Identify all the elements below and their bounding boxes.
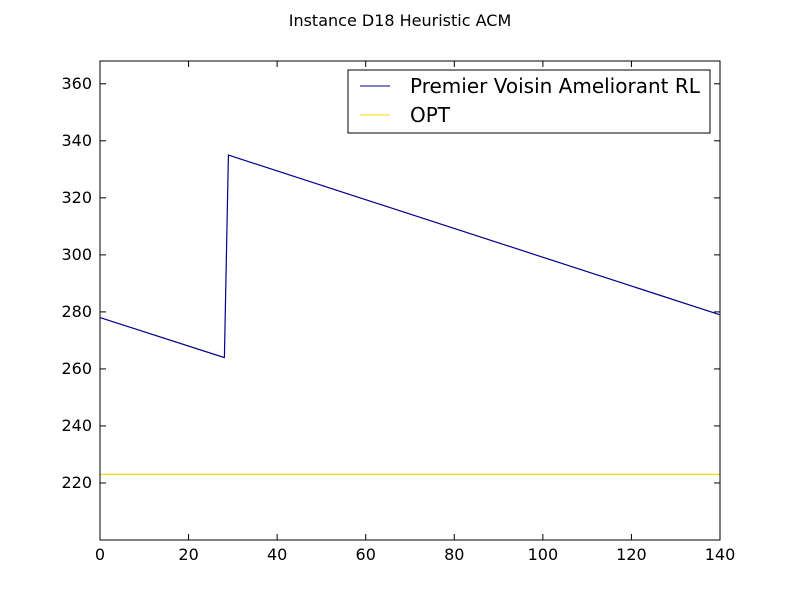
x-tick-label: 80	[444, 545, 464, 564]
y-tick-label: 340	[61, 131, 92, 150]
x-tick-label: 100	[528, 545, 559, 564]
ticks-layer: 0 20 40 60 80 100 120 140 220 240 260 280 300 320 340 3…	[61, 61, 735, 564]
y-tick-label: 300	[61, 245, 92, 264]
y-tick-label: 260	[61, 359, 92, 378]
x-tick-label: 0	[95, 545, 105, 564]
y-tick-label: 240	[61, 416, 92, 435]
y-tick-label: 220	[61, 473, 92, 492]
series-line-0	[99, 154, 721, 359]
x-tick-label: 120	[616, 545, 647, 564]
x-tick-label: 60	[356, 545, 376, 564]
chart-title: Instance D18 Heuristic ACM	[289, 11, 512, 30]
legend-box	[347, 69, 711, 134]
y-tick-label: 280	[61, 302, 92, 321]
x-tick-label: 40	[267, 545, 287, 564]
series-layer	[99, 154, 721, 475]
x-tick-label: 20	[178, 545, 198, 564]
x-tick-label: 140	[705, 545, 736, 564]
y-tick-label: 320	[61, 188, 92, 207]
y-tick-label: 360	[61, 74, 92, 93]
legend-label-1: OPT	[410, 103, 451, 127]
legend: Premier Voisin Ameliorant RL OPT	[347, 69, 711, 134]
plot-frame	[99, 60, 721, 541]
legend-label-0: Premier Voisin Ameliorant RL	[410, 74, 701, 98]
